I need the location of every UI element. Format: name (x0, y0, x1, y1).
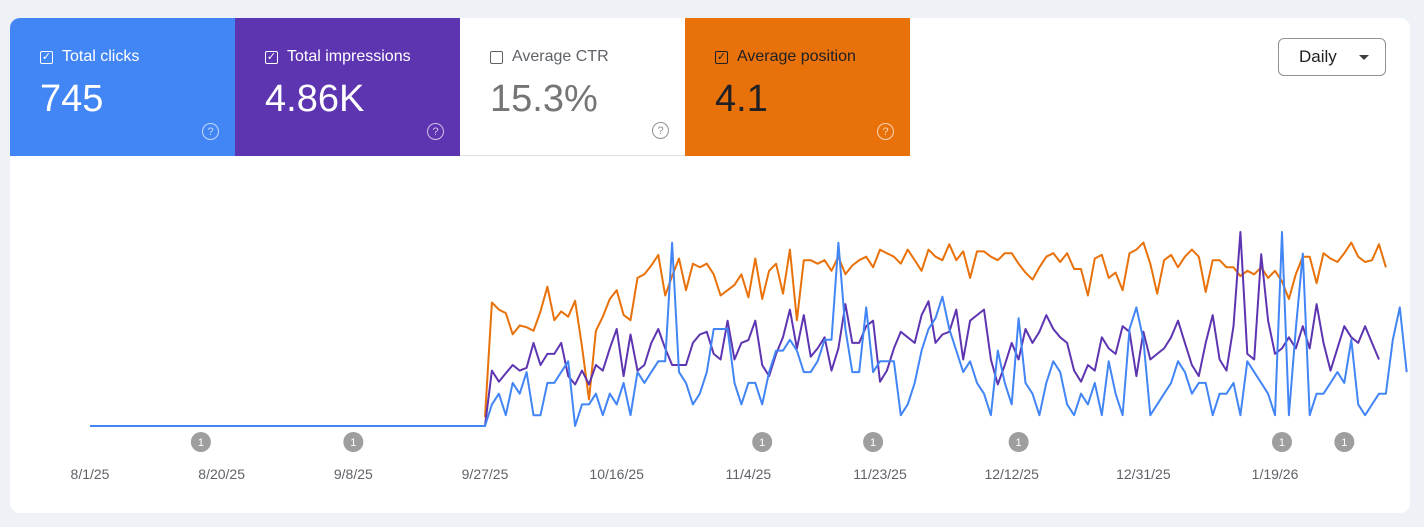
series-line-average-position[interactable] (484, 241, 1387, 418)
metric-card-total-impressions[interactable]: ✓ Total impressions 4.86K ? (235, 18, 460, 156)
annotation-marker[interactable]: 1 (1271, 432, 1292, 452)
metric-value: 15.3% (490, 78, 598, 120)
annotation-circle[interactable] (1271, 432, 1292, 452)
caret-down-icon (1359, 55, 1369, 60)
annotation-circle[interactable] (1334, 432, 1355, 452)
annotation-circle[interactable] (343, 432, 364, 452)
annotation-label: 1 (198, 437, 204, 449)
x-tick-label: 8/1/25 (71, 466, 110, 482)
annotation-label: 1 (870, 437, 876, 449)
annotation-marker[interactable]: 1 (343, 432, 364, 452)
metric-value: 4.86K (265, 78, 365, 120)
x-tick-label: 11/23/25 (853, 466, 907, 482)
x-tick-label: 11/4/25 (726, 466, 772, 482)
annotation-label: 1 (759, 437, 765, 449)
x-tick-label: 12/12/25 (984, 466, 1039, 482)
metric-value: 4.1 (715, 78, 768, 120)
annotation-circle[interactable] (1008, 432, 1029, 452)
annotation-marker[interactable]: 1 (190, 432, 211, 452)
annotation-circle[interactable] (752, 432, 773, 452)
checkbox-checked-icon[interactable]: ✓ (715, 50, 728, 64)
x-tick-label: 10/16/25 (589, 466, 644, 482)
metric-card-average-ctr[interactable]: Average CTR 15.3% ? (460, 18, 685, 156)
help-icon[interactable]: ? (877, 123, 894, 140)
x-tick-label: 9/8/25 (334, 466, 373, 482)
series-line-total-clicks[interactable] (90, 231, 1408, 427)
x-tick-label: 1/19/26 (1252, 466, 1299, 482)
annotation-label: 1 (1279, 437, 1285, 449)
checkbox-checked-icon[interactable]: ✓ (265, 50, 278, 64)
annotation-marker[interactable]: 1 (1334, 432, 1355, 452)
help-icon[interactable]: ? (652, 122, 669, 139)
metric-card-total-clicks[interactable]: ✓ Total clicks 745 ? (10, 18, 235, 156)
metric-card-average-position[interactable]: ✓ Average position 4.1 ? (685, 18, 910, 156)
checkbox-checked-icon[interactable]: ✓ (40, 50, 53, 64)
annotation-circle[interactable] (863, 432, 884, 452)
granularity-dropdown[interactable]: Daily (1278, 38, 1386, 76)
metric-label: Average CTR (512, 48, 609, 65)
annotation-marker[interactable]: 1 (752, 432, 773, 452)
annotation-label: 1 (350, 437, 356, 449)
metric-label: Total clicks (62, 48, 140, 65)
annotation-marker[interactable]: 1 (863, 432, 884, 452)
metric-value: 745 (40, 78, 104, 120)
metric-label: Average position (737, 48, 856, 65)
help-icon[interactable]: ? (427, 123, 444, 140)
x-tick-label: 12/31/25 (1116, 466, 1171, 482)
help-icon[interactable]: ? (202, 123, 219, 140)
granularity-value: Daily (1299, 47, 1337, 66)
annotation-circle[interactable] (190, 432, 211, 452)
x-tick-label: 8/20/25 (198, 466, 245, 482)
checkbox-unchecked-icon[interactable] (490, 50, 503, 64)
annotation-label: 1 (1016, 437, 1022, 449)
series-line-total-impressions[interactable] (90, 231, 1380, 427)
metric-label: Total impressions (287, 48, 411, 65)
annotation-marker[interactable]: 1 (1008, 432, 1029, 452)
annotation-label: 1 (1341, 437, 1347, 449)
x-tick-label: 9/27/25 (462, 466, 509, 482)
